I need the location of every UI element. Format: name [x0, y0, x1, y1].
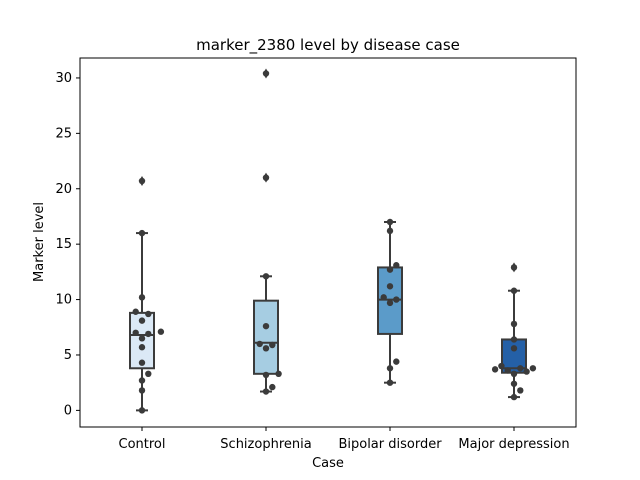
- y-tick-label: 20: [55, 182, 72, 197]
- data-point: [510, 393, 518, 401]
- data-point: [262, 174, 270, 181]
- data-point: [386, 218, 394, 226]
- data-point: [138, 177, 146, 185]
- y-tick-label: 30: [55, 71, 72, 86]
- data-point: [386, 266, 394, 273]
- data-point: [275, 370, 282, 378]
- y-tick-label: 25: [55, 126, 72, 141]
- data-point: [262, 345, 270, 352]
- y-tick-label: 0: [64, 403, 72, 418]
- y-tick-label: 15: [55, 237, 72, 252]
- data-point: [386, 283, 394, 290]
- data-point: [262, 371, 270, 379]
- data-point: [269, 341, 276, 349]
- data-point: [157, 328, 165, 335]
- data-point: [269, 383, 276, 391]
- data-point: [510, 370, 518, 378]
- data-point: [262, 70, 270, 77]
- data-point: [386, 365, 394, 372]
- box-iqr: [253, 299, 279, 375]
- data-point: [517, 387, 524, 394]
- data-point: [393, 358, 400, 365]
- x-tick-label: Major depression: [458, 437, 569, 452]
- data-point: [510, 320, 518, 328]
- data-point: [498, 362, 505, 370]
- x-tick-label: Schizophrenia: [220, 437, 311, 452]
- data-point: [380, 294, 387, 301]
- data-point: [138, 387, 146, 394]
- data-point: [138, 377, 146, 384]
- data-point: [510, 345, 518, 352]
- x-axis-label: Case: [312, 456, 344, 471]
- x-tick-label: Control: [119, 437, 166, 452]
- data-point: [517, 365, 524, 372]
- x-axis: Control Schizophrenia Bipolar disorder Majo…: [119, 427, 570, 452]
- data-point: [138, 344, 146, 351]
- data-point: [504, 367, 511, 374]
- data-point: [529, 365, 537, 372]
- data-point: [138, 335, 146, 342]
- data-point: [138, 407, 146, 414]
- data-point: [262, 273, 270, 280]
- data-point: [145, 330, 152, 338]
- data-point: [523, 368, 530, 375]
- data-point: [256, 340, 263, 348]
- data-point: [132, 329, 139, 337]
- y-axis-label: Marker level: [32, 202, 47, 282]
- chart-title: marker_2380 level by disease case: [196, 36, 460, 55]
- data-point: [386, 227, 394, 235]
- data-point: [386, 379, 394, 386]
- data-point: [132, 308, 139, 315]
- data-point: [393, 262, 400, 269]
- y-tick-label: 10: [55, 293, 72, 308]
- data-point: [510, 380, 518, 387]
- data-point: [145, 370, 152, 378]
- data-point: [386, 299, 394, 307]
- x-tick-label: Bipolar disorder: [338, 437, 442, 452]
- data-point: [262, 322, 270, 330]
- data-point: [393, 296, 400, 303]
- plot-area: [129, 68, 537, 414]
- data-point: [138, 317, 146, 324]
- y-tick-label: 5: [64, 348, 72, 363]
- data-point: [510, 264, 518, 271]
- data-point: [138, 229, 146, 237]
- data-point: [262, 388, 270, 395]
- data-point: [491, 366, 499, 373]
- data-point: [138, 294, 146, 301]
- y-axis: 0 5 10 15 20 25 30: [55, 71, 80, 418]
- plot-frame: [79, 57, 577, 428]
- data-point: [510, 287, 518, 294]
- data-point: [145, 310, 152, 318]
- data-point: [138, 359, 146, 366]
- data-point: [510, 336, 518, 343]
